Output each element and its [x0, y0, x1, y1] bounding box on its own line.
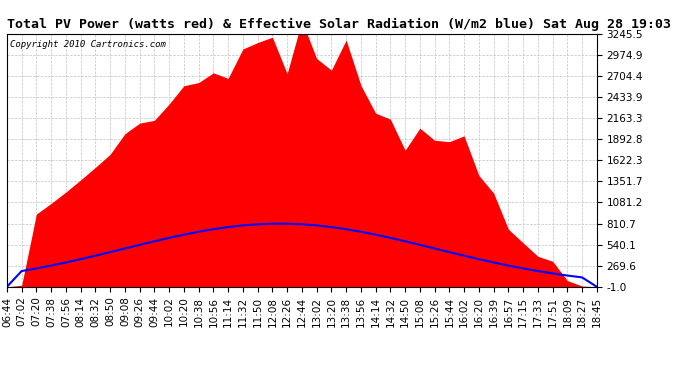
Text: Total PV Power (watts red) & Effective Solar Radiation (W/m2 blue) Sat Aug 28 19: Total PV Power (watts red) & Effective S…: [7, 18, 671, 31]
Text: Copyright 2010 Cartronics.com: Copyright 2010 Cartronics.com: [10, 40, 166, 49]
